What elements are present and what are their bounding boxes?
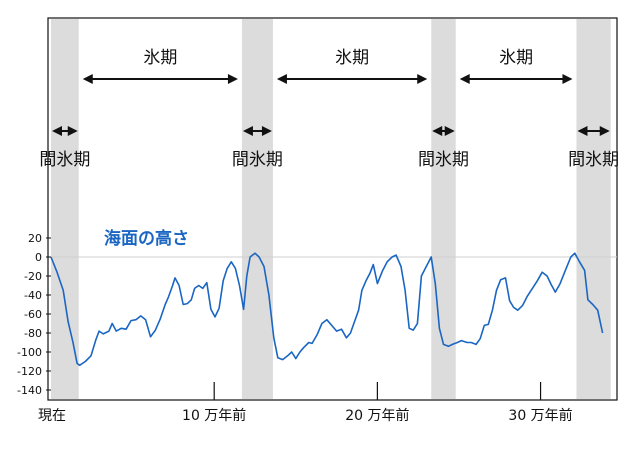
interglacial-arrow-2 [432,126,455,136]
y-tick-label-0: 20 [28,232,42,245]
series-lines [50,252,604,367]
glacial-arrow-2-head-left [459,74,470,84]
glacial-label-2: 氷期 [499,48,533,68]
series-line-0 [50,252,604,367]
interglacial-bands [51,19,611,399]
glacial-arrow-1-head-right [417,74,428,84]
y-tick-label-6: -100 [17,346,42,359]
y-tick-label-1: 0 [35,251,42,264]
glacial-arrow-0-head-right [227,74,238,84]
interglacial-band-1 [241,19,273,399]
x-axis-ticks: 現在 10 万年前 20 万年前 30 万年前 [38,382,573,424]
glacial-arrow-0 [82,74,238,84]
y-tick-label-5: -80 [24,327,42,340]
glacial-label-0: 氷期 [143,48,177,68]
y-tick-label-4: -60 [24,308,42,321]
interglacial-arrow-3-head-right [599,126,610,136]
interglacial-arrow-2-head-right [444,126,455,136]
glacial-arrow-2 [459,74,573,84]
glacial-label-1: 氷期 [335,48,369,68]
interglacial-band-3 [576,19,611,399]
interglacial-band-2 [431,19,456,399]
x-tick-label-1: 10 万年前 [182,407,246,424]
x-tick-label-0: 現在 [38,408,66,424]
interglacial-arrow-2-head-left [432,126,443,136]
y-tick-label-8: -140 [17,384,42,397]
glacial-arrow-1 [276,74,428,84]
y-tick-label-2: -20 [24,270,42,283]
glacial-arrow-0-head-left [82,74,93,84]
period-arrows [52,74,610,136]
plot-frame [47,17,618,401]
interglacial-arrow-3 [577,126,610,136]
interglacial-band-0 [51,19,79,399]
y-tick-label-7: -120 [17,365,42,378]
glacial-arrow-2-head-right [562,74,573,84]
x-tick-label-2: 20 万年前 [345,407,409,424]
interglacial-arrow-3-head-left [577,126,588,136]
glacial-arrow-1-head-left [276,74,287,84]
interglacial-arrow-0 [52,126,78,136]
series-label: 海面の高さ [104,228,189,249]
interglacial-arrow-1-head-right [261,126,272,136]
interglacial-label-3: 間氷期 [568,150,619,170]
interglacial-arrow-1-head-left [242,126,253,136]
interglacial-label-2: 間氷期 [418,150,469,170]
y-tick-label-3: -40 [24,289,42,302]
interglacial-label-0: 間氷期 [39,150,90,170]
y-axis-ticks: 20 0 -20 -40 -60 -80 -100 -120 -140 [17,232,51,397]
interglacial-arrow-1 [242,126,272,136]
x-tick-label-3: 30 万年前 [508,407,572,424]
interglacial-arrow-0-head-right [67,126,78,136]
interglacial-label-1: 間氷期 [232,150,283,170]
interglacial-arrow-0-head-left [52,126,62,136]
